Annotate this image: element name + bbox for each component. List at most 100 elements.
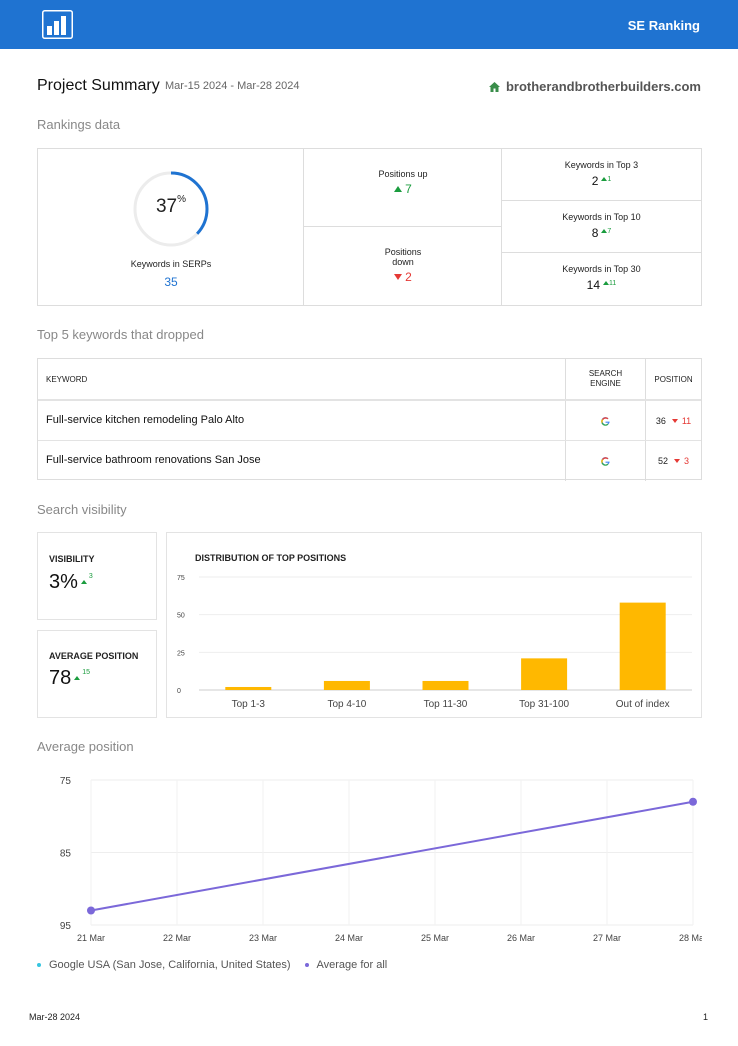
google-icon: [601, 417, 610, 426]
top-bar: SE Ranking: [0, 0, 738, 49]
positions-down-label: Positions down: [384, 247, 422, 267]
legend-label: Google USA (San Jose, California, United…: [49, 959, 291, 971]
arrow-up-icon: [394, 186, 403, 192]
data-point[interactable]: [689, 797, 697, 806]
keywords-in-serps-value: 35: [164, 275, 178, 289]
top3-label: Keywords in Top 3: [564, 160, 639, 170]
y-tick-label: 75: [177, 575, 185, 582]
position-column-header: POSITION: [645, 359, 701, 399]
table-row: Full-service kitchen remodeling Palo Alt…: [38, 401, 701, 441]
bar[interactable]: [422, 680, 469, 690]
top10-label: Keywords in Top 10: [562, 212, 641, 222]
x-tick-label: Out of index: [616, 699, 670, 710]
x-tick-label: Top 31-100: [519, 699, 569, 710]
dropped-keywords-table: KEYWORD SEARCH ENGINE POSITION Full-serv…: [37, 358, 702, 481]
rankings-section-title: Rankings data: [37, 117, 121, 132]
legend-label: Average for all: [316, 959, 388, 971]
bar[interactable]: [521, 658, 568, 690]
y-tick-label: 50: [177, 613, 185, 620]
positions-down-value: 2: [304, 270, 502, 284]
y-tick-label: 0: [177, 688, 181, 695]
arrow-down-icon: [671, 419, 678, 423]
keyword-cell: Full-service kitchen remodeling Palo Alt…: [46, 414, 245, 426]
average-position-card: AVERAGE POSITION 78 15: [37, 630, 157, 718]
positions-down-cell: Positions down 2: [304, 227, 502, 305]
table-row: Full-service bathroom renovations San Jo…: [38, 441, 701, 481]
visibility-section-title: Search visibility: [37, 502, 127, 517]
chart-legend: Google USA (San Jose, California, United…: [37, 959, 387, 971]
x-tick-label: 27 Mar: [593, 933, 621, 943]
position-cell: 36 11: [645, 401, 701, 440]
positions-card: Positions up 7 Positions down 2: [304, 149, 502, 305]
visibility-card: VISIBILITY 3% 3: [37, 532, 157, 620]
visibility-value: 3% 3: [49, 571, 93, 593]
top30-label: Keywords in Top 30: [562, 264, 641, 274]
bar[interactable]: [225, 686, 272, 690]
legend-item[interactable]: Average for all: [304, 959, 388, 971]
top30-value: 14 11: [586, 278, 617, 292]
keywords-in-serps-card: 37% Keywords in SERPs 35: [38, 149, 304, 305]
x-tick-label: 25 Mar: [421, 933, 449, 943]
keyword-cell: Full-service bathroom renovations San Jo…: [46, 454, 261, 466]
x-tick-label: Top 1-3: [232, 699, 266, 710]
y-tick-label: 85: [60, 849, 72, 860]
arrow-up-icon: [603, 281, 610, 285]
page-number: 1: [702, 1012, 708, 1022]
series-line: [90, 800, 694, 912]
x-tick-label: 26 Mar: [507, 933, 535, 943]
domain-text: brotherandbrotherbuilders.com: [505, 79, 701, 94]
y-tick-label: 75: [60, 776, 72, 787]
data-point[interactable]: [87, 906, 95, 915]
table-header: KEYWORD SEARCH ENGINE POSITION: [38, 359, 701, 401]
positions-up-value: 7: [304, 182, 502, 196]
top30-cell: Keywords in Top 30 14 11: [502, 253, 701, 305]
brand-name: SE Ranking: [627, 18, 700, 33]
x-tick-label: 28 Mar: [679, 933, 702, 943]
page-title: Project Summary: [37, 77, 160, 94]
legend-item[interactable]: Google USA (San Jose, California, United…: [37, 959, 291, 971]
positions-up-cell: Positions up 7: [304, 149, 502, 227]
y-tick-label: 25: [177, 650, 185, 657]
footer-date: Mar-28 2024: [29, 1012, 81, 1022]
arrow-up-icon: [601, 229, 608, 233]
x-tick-label: 24 Mar: [335, 933, 363, 943]
keywords-in-serps-label: Keywords in SERPs: [130, 259, 212, 269]
average-position-chart: 75 85 95 21 Mar 22 Mar 23 Mar 24 Mar 25 Mar 26 M…: [60, 776, 702, 943]
positions-up-label: Positions up: [378, 169, 428, 179]
visibility-label: VISIBILITY: [49, 554, 95, 564]
x-tick-label: 22 Mar: [163, 933, 191, 943]
legend-dot: [37, 963, 41, 967]
x-tick-label: 21 Mar: [77, 933, 105, 943]
keywords-percent: 37%: [155, 194, 187, 217]
engine-column-header: SEARCH ENGINE: [565, 359, 645, 399]
distribution-card: DISTRIBUTION OF TOP POSITIONS 0 25 50 75 Top…: [166, 532, 702, 718]
arrow-down-icon: [394, 274, 403, 280]
average-position-value: 78 15: [49, 667, 91, 689]
arrow-down-icon: [674, 459, 680, 463]
house-icon: [488, 81, 500, 92]
rankings-panel: 37% Keywords in SERPs 35 Positions up 7 …: [37, 148, 702, 306]
arrow-up-icon: [80, 580, 87, 584]
x-tick-label: 23 Mar: [249, 933, 277, 943]
arrow-up-icon: [74, 676, 81, 680]
avg-position-section-title: Average position: [37, 739, 134, 754]
x-tick-label: Top 11-30: [424, 699, 468, 710]
project-domain: brotherandbrotherbuilders.com: [488, 79, 701, 94]
bar[interactable]: [323, 680, 370, 690]
bar[interactable]: [619, 602, 666, 690]
engine-cell: [565, 441, 645, 481]
average-position-label: AVERAGE POSITION: [49, 651, 139, 661]
legend-dot: [304, 963, 309, 967]
arrow-up-icon: [601, 177, 608, 181]
x-tick-label: Top 4-10: [327, 699, 366, 710]
dropped-section-title: Top 5 keywords that dropped: [37, 327, 204, 342]
distribution-chart: 0 25 50 75 Top 1-3 Top 4-10 Top 11-30 Top 31-10…: [177, 575, 692, 710]
bar-chart-icon: [42, 10, 73, 39]
position-cell: 52 3: [645, 441, 701, 481]
google-icon: [601, 457, 610, 466]
distribution-title: DISTRIBUTION OF TOP POSITIONS: [195, 553, 347, 563]
